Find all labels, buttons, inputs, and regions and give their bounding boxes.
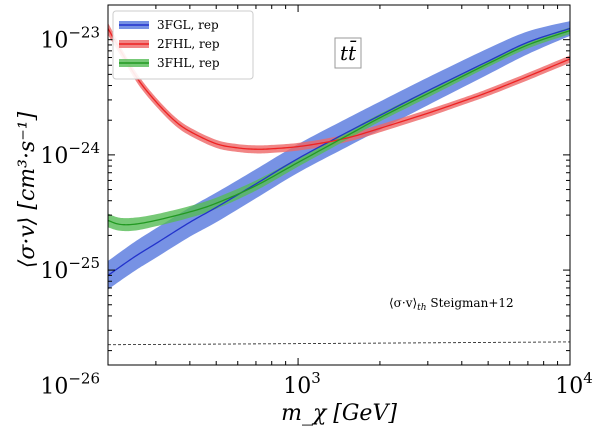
axis-tick-labels: 103 104 10−26 10−25 10−24 10−23 xyxy=(40,24,592,400)
y-axis-label: ⟨σ·v⟩ [cm³·s⁻¹] xyxy=(15,111,40,268)
panel-label-box xyxy=(334,37,362,69)
relic-annotation-subscript: th xyxy=(417,303,426,313)
relic-annotation-text: Steigman+12 xyxy=(427,296,514,310)
series-lines xyxy=(108,27,570,346)
legend-items: 3FGL, rep 2FHL, rep 3FHL, rep xyxy=(119,18,220,70)
relic-annotation-symbol: ⟨σ·v⟩ xyxy=(389,296,417,310)
y-tick-label: 10−25 xyxy=(40,254,100,284)
x-tick-label: 104 xyxy=(555,369,593,399)
legend-label-3fhl-rep: 3FHL, rep xyxy=(157,56,220,70)
legend-label-2fhl-rep: 2FHL, rep xyxy=(157,37,220,51)
y-tick-label: 10−24 xyxy=(40,139,100,169)
x-axis-label: m_χ [GeV] xyxy=(281,401,397,426)
line-2fhl-rep xyxy=(108,28,570,150)
legend: 3FGL, rep 2FHL, rep 3FHL, rep xyxy=(112,10,254,80)
y-tick-label: 10−23 xyxy=(40,24,100,54)
axis-ticks xyxy=(107,4,571,365)
relic-annotation: ⟨σ·v⟩th Steigman+12 xyxy=(389,296,514,313)
y-tick-label: 10−26 xyxy=(40,369,100,399)
legend-label-3fgl-rep: 3FGL, rep xyxy=(157,18,219,32)
x-tick-label: 103 xyxy=(283,369,321,399)
line-3fhl-rep xyxy=(108,29,570,226)
line-v-th-steigman-12 xyxy=(108,341,570,346)
band-3fgl-rep xyxy=(108,21,570,290)
line-3fgl-rep xyxy=(108,27,570,276)
plot-frame xyxy=(107,4,571,366)
panel-label: tt̄ xyxy=(340,40,357,65)
